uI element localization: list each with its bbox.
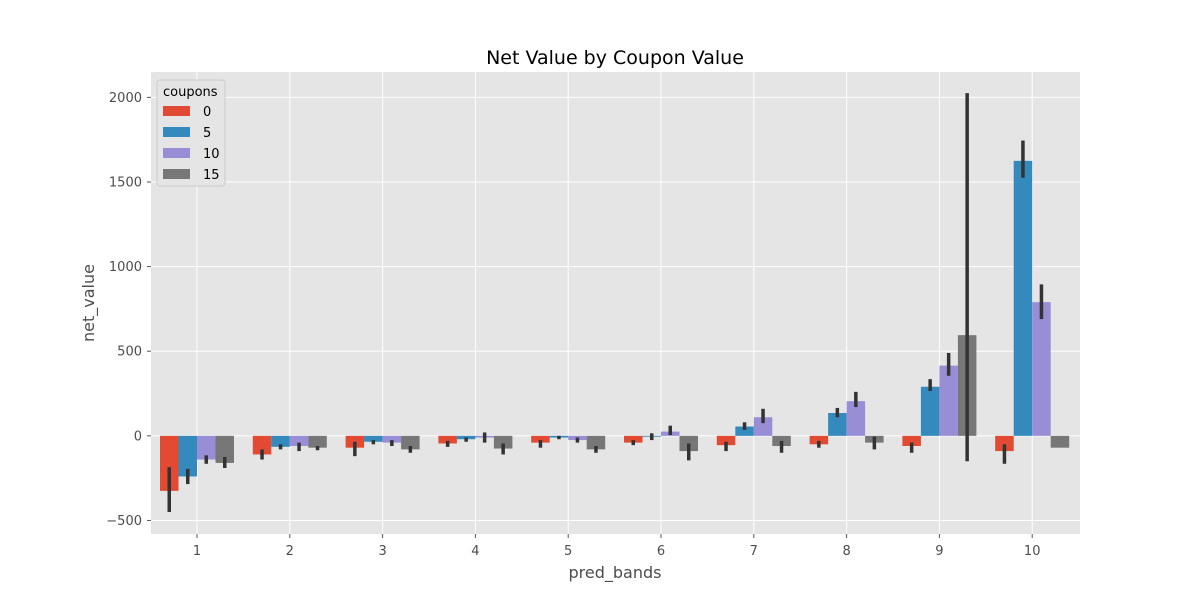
bar <box>308 435 327 448</box>
legend-swatch <box>163 148 190 158</box>
legend-title: coupons <box>163 85 218 100</box>
bar <box>160 435 179 491</box>
y-axis-label: net_value <box>79 264 99 342</box>
x-tick-label: 6 <box>657 544 665 559</box>
bar <box>828 413 847 436</box>
x-tick-label: 4 <box>471 544 479 559</box>
legend-swatch <box>163 169 190 179</box>
bar <box>735 426 754 436</box>
bar <box>271 435 290 447</box>
bar <box>1050 435 1070 448</box>
y-tick-label: 1000 <box>109 260 142 275</box>
x-tick-label: 2 <box>286 544 294 559</box>
bar <box>753 417 773 436</box>
bar <box>178 435 197 477</box>
bar <box>920 386 940 436</box>
chart-title: Net Value by Coupon Value <box>486 47 744 69</box>
bars-group <box>160 160 1070 491</box>
bar <box>438 435 457 444</box>
x-tick-label: 8 <box>842 544 850 559</box>
y-tick-label: 1500 <box>109 176 142 191</box>
bar <box>624 435 643 443</box>
x-tick-label: 7 <box>750 544 758 559</box>
bar <box>531 435 550 443</box>
bar <box>995 435 1014 452</box>
x-axis: 1 2 3 4 5 6 7 8 9 10 <box>193 534 1041 559</box>
legend: coupons 0 5 10 15 <box>156 79 226 187</box>
grid-lines <box>151 72 1080 534</box>
error-bars-group <box>167 93 1044 512</box>
x-tick-label: 10 <box>1024 544 1041 559</box>
x-tick-label: 5 <box>564 544 572 559</box>
x-tick-label: 3 <box>378 544 386 559</box>
bar <box>809 435 829 445</box>
bar <box>846 401 866 436</box>
y-tick-label: 2000 <box>109 91 142 106</box>
bar <box>493 435 513 449</box>
bar <box>1013 160 1033 436</box>
bar <box>716 435 736 446</box>
legend-label: 10 <box>203 147 220 162</box>
y-tick-label: 500 <box>117 345 142 360</box>
legend-swatch <box>163 127 190 137</box>
bar <box>252 435 272 455</box>
bar <box>939 365 958 436</box>
x-axis-label: pred_bands <box>569 563 662 583</box>
y-tick-label: −500 <box>106 514 142 529</box>
bar <box>197 435 216 460</box>
y-tick-label: 0 <box>134 429 142 444</box>
legend-swatch <box>163 106 190 116</box>
x-tick-label: 1 <box>193 544 201 559</box>
bar <box>215 435 234 463</box>
bar <box>902 435 921 446</box>
plot-area <box>151 72 1080 534</box>
legend-label: 5 <box>203 126 211 141</box>
bar <box>382 435 402 443</box>
bar <box>1032 302 1051 436</box>
y-axis: −500 0 500 1000 1500 2000 <box>106 91 151 529</box>
bar <box>401 435 420 450</box>
legend-label: 15 <box>203 168 220 183</box>
bar <box>586 435 606 450</box>
legend-label: 0 <box>203 105 211 120</box>
bar <box>289 435 309 446</box>
bar <box>364 435 383 442</box>
x-tick-label: 9 <box>935 544 943 559</box>
